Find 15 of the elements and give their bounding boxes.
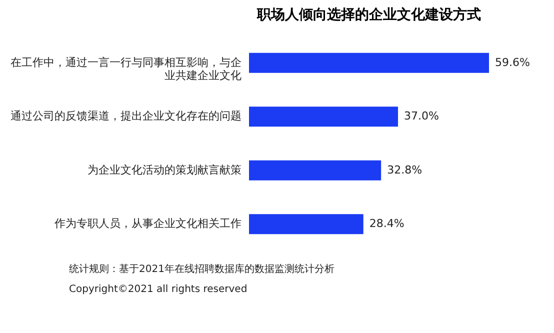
bar xyxy=(249,214,364,234)
data-label: 59.6% xyxy=(495,56,530,69)
data-label: 37.0% xyxy=(404,110,439,123)
y-tick-label: 为企业文化活动的策划献言献策 xyxy=(88,163,242,176)
bar xyxy=(249,160,382,180)
bar xyxy=(249,52,489,73)
chart-title: 职场人倾向选择的企业文化建设方式 xyxy=(256,6,481,23)
y-tick-label: 作为专职人员，从事企业文化相关工作 xyxy=(54,217,242,230)
bar xyxy=(249,106,398,127)
data-label: 32.8% xyxy=(387,163,422,176)
text: 统计规则：基于2021年在线招聘数据库的数据监测统计分析 xyxy=(69,263,334,275)
text: Copyright©2021 all rights reserved xyxy=(69,284,248,295)
y-tick-label: 通过公司的反馈渠道，提出企业文化存在的问题 xyxy=(10,110,242,123)
y-tick-label: 在工作中，通过一言一行与同事相互影响，与企业共建企业文化 xyxy=(10,56,242,82)
data-label: 28.4% xyxy=(369,217,404,230)
